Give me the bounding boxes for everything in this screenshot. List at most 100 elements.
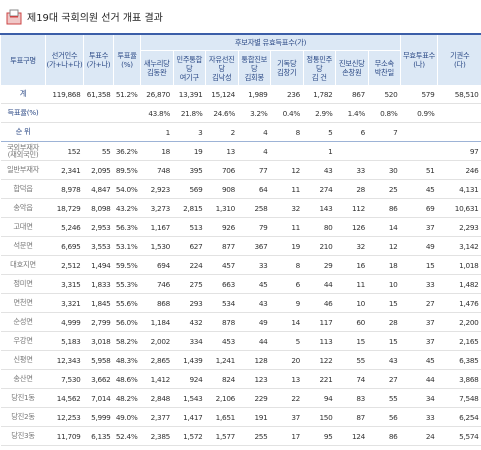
cell: 2,341 [45, 160, 84, 180]
cell: 55.6% [113, 293, 141, 313]
row-label: 득표율(%) [0, 103, 46, 123]
cell: 22 [270, 388, 303, 408]
cell: 0.8% [368, 103, 401, 123]
cell: 569 [173, 179, 206, 199]
cell: 1,184 [140, 312, 173, 332]
cell [83, 122, 114, 142]
cell: 2,385 [140, 426, 173, 446]
cell-line: 민주통합당 [176, 54, 203, 73]
cell: 2,200 [437, 312, 481, 332]
cell: 2,293 [437, 217, 481, 237]
cell: 45 [400, 350, 438, 370]
cell: 24 [400, 426, 438, 446]
row-label: 고대면 [0, 217, 46, 237]
cell: 79 [238, 217, 271, 237]
cell: 2,512 [45, 255, 84, 275]
cell-line: 계 [19, 89, 27, 99]
cell: 4,999 [45, 312, 84, 332]
cell: 56.0% [113, 312, 141, 332]
cell: 14 [368, 217, 401, 237]
cell: 1,782 [303, 85, 336, 104]
cell: 6 [270, 274, 303, 294]
cell: 17 [270, 426, 303, 446]
cell: 10 [335, 293, 368, 313]
cell: 28 [335, 179, 368, 199]
cell: 3.2% [238, 103, 271, 123]
cell: 13,391 [173, 85, 206, 104]
row-label: 국외부재자 (재외국민) [0, 141, 46, 161]
cell [270, 141, 303, 161]
cell [83, 103, 114, 123]
cell: 8,098 [83, 198, 114, 218]
cell: 1,439 [173, 350, 206, 370]
cell: 5,246 [45, 217, 84, 237]
cell: 5,958 [83, 350, 114, 370]
cell: 579 [400, 85, 438, 104]
cell: 113 [303, 331, 336, 351]
cell: 95 [303, 426, 336, 446]
row-label: 당진2동 [0, 407, 46, 427]
column-header: 무소속 박찬일 [367, 50, 401, 85]
header-row: 투표구명 선거인수 (가+나+다) 투표수 (가+나) 투표율 (%) 후보자별 유효득표수(… [0, 33, 481, 85]
cell: 12 [368, 236, 401, 256]
cell: 924 [173, 369, 206, 389]
cell: 11,709 [45, 426, 84, 446]
row-label: 합덕읍 [0, 179, 46, 199]
row-label: 순성면 [0, 312, 46, 332]
cell: 25 [368, 179, 401, 199]
cell: 1,018 [437, 255, 481, 275]
cell-line: 신평면 [13, 355, 33, 365]
cell: 29 [303, 255, 336, 275]
cell: 0.9% [400, 103, 438, 123]
cell: 663 [205, 274, 238, 294]
cell: 49 [400, 236, 438, 256]
cell: 513 [173, 217, 206, 237]
cell-line: 기권수 [450, 51, 470, 60]
cell: 2,377 [140, 407, 173, 427]
cell: 33 [400, 274, 438, 294]
cell: 128 [238, 350, 271, 370]
cell [113, 122, 141, 142]
cell-line: 면천면 [13, 298, 33, 308]
cell: 1,310 [205, 198, 238, 218]
cell: 58,510 [437, 85, 481, 104]
cell: 30 [368, 160, 401, 180]
cell: 20 [270, 350, 303, 370]
cell: 11 [270, 179, 303, 199]
cell: 15 [368, 331, 401, 351]
row-label: 당진3동 [0, 426, 46, 446]
cell-line: 투표수 [88, 51, 109, 60]
cell: 210 [303, 236, 336, 256]
cell-line: 김동완 [147, 68, 167, 77]
cell: 51 [400, 160, 438, 180]
cell: 13 [205, 141, 238, 161]
cell-line: 당진2동 [11, 412, 35, 422]
cell: 8 [270, 122, 303, 142]
table-row: 신평면 12,343 5,958 48.3% 2,865 1,439 1,241 128 20 1… [0, 350, 481, 370]
cell [400, 141, 438, 161]
cell: 143 [303, 198, 336, 218]
cell: 150 [303, 407, 336, 427]
column-header: 새누리당 김동완 [140, 50, 173, 85]
cell [437, 103, 481, 123]
cell: 55 [335, 350, 368, 370]
cell: 293 [173, 293, 206, 313]
cell: 32 [335, 236, 368, 256]
cell: 6,254 [437, 407, 481, 427]
cell: 1,494 [83, 255, 114, 275]
cell: 19 [173, 141, 206, 161]
row-label: 우강면 [0, 331, 46, 351]
row-label: 당진1동 [0, 388, 46, 408]
table-row: 석문면 6,695 3,553 53.1% 1,530 627 877 367 19 210 32 1… [0, 236, 481, 256]
cell: 61,358 [83, 85, 114, 104]
cell: 28 [368, 312, 401, 332]
cell: 59.5% [113, 255, 141, 275]
cell-line: (가+나) [86, 60, 111, 69]
cell: 64 [238, 179, 271, 199]
cell-line: 순성면 [13, 317, 33, 327]
cell: 2,799 [83, 312, 114, 332]
cell-line: (%) [121, 60, 133, 69]
cell: 18,729 [45, 198, 84, 218]
column-header: 통합진보당 김회봉 [237, 50, 271, 85]
